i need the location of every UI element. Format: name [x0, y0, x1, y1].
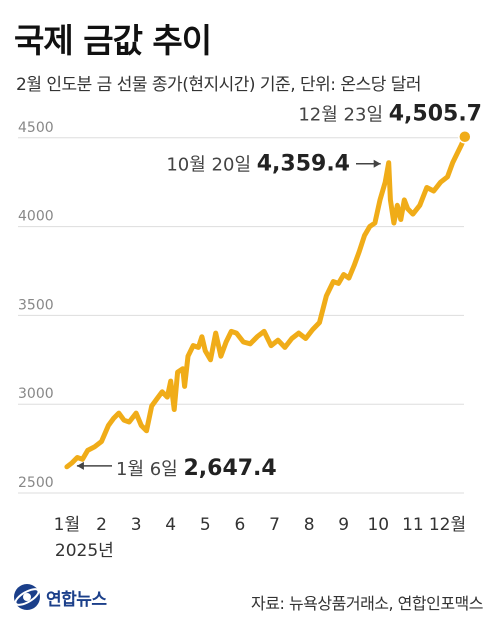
x-tick-label: 1월	[54, 515, 80, 535]
y-tick-label: 3000	[18, 386, 54, 402]
chart-subtitle: 2월 인도분 금 선물 종가(현지시간) 기준, 단위: 온스당 달러	[16, 75, 422, 95]
yonhap-logo-text: 연합뉴스	[46, 589, 107, 610]
annotation-end-label: 12월 23일 4,505.7	[298, 102, 482, 127]
end-point-dot	[458, 129, 472, 144]
y-tick-label: 2500	[18, 475, 54, 491]
price-series	[64, 129, 472, 470]
y-tick-label: 4500	[18, 120, 54, 136]
x-axis-labels: 1월 2 3 4 5 6 7 8 9 10 11 12월 2025년	[54, 515, 466, 561]
x-tick-label: 9	[338, 515, 349, 535]
yonhap-logo: 연합뉴스	[12, 582, 107, 612]
x-tick-label: 2	[96, 515, 107, 535]
annotation-start-label: 1월 6일 2,647.4	[116, 456, 277, 481]
yonhap-logo-icon	[14, 584, 40, 610]
x-year-label: 2025년	[55, 541, 114, 561]
x-tick-label: 8	[304, 515, 315, 535]
x-tick-label: 11	[402, 515, 424, 535]
x-tick-label: 4	[165, 515, 176, 535]
x-tick-label: 6	[235, 515, 246, 535]
annotation-peak-label: 10월 20일 4,359.4	[166, 152, 350, 177]
price-line	[64, 134, 468, 470]
x-tick-label: 7	[269, 515, 280, 535]
grid-lines	[18, 137, 464, 494]
x-tick-label: 12월	[429, 515, 466, 535]
annotation-peak-arrowhead	[373, 159, 381, 168]
source-note: 자료: 뉴욕상품거래소, 연합인포맥스	[251, 594, 483, 613]
x-tick-label: 10	[367, 515, 389, 535]
chart-title: 국제 금값 추이	[14, 21, 212, 60]
annotation-start-arrowhead	[76, 461, 84, 470]
x-tick-label: 3	[131, 515, 142, 535]
y-axis-labels: 2500 3000 3500 4000 4500	[18, 120, 54, 491]
y-tick-label: 3500	[18, 297, 54, 313]
x-tick-label: 5	[200, 515, 211, 535]
annotations: 1월 6일 2,647.4 10월 20일 4,359.4 12월 23일 4,50…	[76, 102, 482, 481]
y-tick-label: 4000	[18, 209, 54, 225]
